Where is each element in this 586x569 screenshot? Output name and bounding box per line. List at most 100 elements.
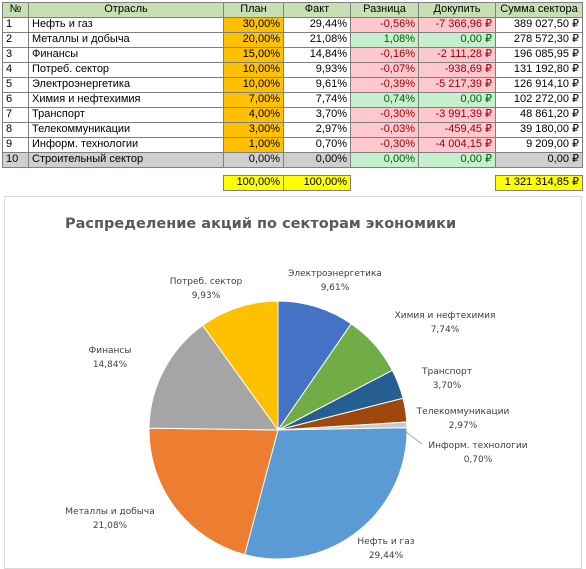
table-cell: 278 572,30 ₽ <box>495 32 583 48</box>
table-cell: 7,74% <box>283 92 351 108</box>
value-label: 21,08% <box>93 521 128 531</box>
table-cell: -3 991,39 ₽ <box>418 107 496 123</box>
table-cell: 102 272,00 ₽ <box>495 92 583 108</box>
slice-label: Химия и нефтехимия <box>395 311 496 321</box>
value-label: 9,61% <box>321 283 350 293</box>
table-cell: 48 861,20 ₽ <box>495 107 583 123</box>
table-cell: 131 192,80 ₽ <box>495 62 583 78</box>
table-cell: 0,00% <box>223 152 284 168</box>
table-cell: -0,16% <box>350 47 419 63</box>
table-cell: 21,08% <box>283 32 351 48</box>
total-cell: 1 321 314,85 ₽ <box>495 175 583 191</box>
table-cell: 0,00 ₽ <box>418 32 496 48</box>
table-cell: 3 <box>2 47 29 63</box>
slice-label: Телекоммуникации <box>416 407 510 417</box>
value-label: 0,70% <box>464 455 493 465</box>
header-cell: Отрасль <box>28 2 224 18</box>
value-label: 14,84% <box>93 360 128 370</box>
table-cell: 196 085,95 ₽ <box>495 47 583 63</box>
pie-slice <box>148 324 279 431</box>
chart-title: Распределение акций по секторам экономик… <box>65 216 456 232</box>
table-cell: Электроэнергетика <box>28 77 224 93</box>
table-cell: Металлы и добыча <box>28 32 224 48</box>
slice-label: Нефть и газ <box>357 537 414 547</box>
value-label: 3,70% <box>433 381 462 391</box>
table-cell: -0,07% <box>350 62 419 78</box>
table-cell: 7,00% <box>223 92 284 108</box>
table-cell: -5 217,39 ₽ <box>418 77 496 93</box>
pie-slice <box>148 427 279 556</box>
table-cell: -0,56% <box>350 17 419 33</box>
table-cell: 1,08% <box>350 32 419 48</box>
table-cell: -0,30% <box>350 137 419 153</box>
pie-slice <box>201 300 279 432</box>
slice-label: Электроэнергетика <box>288 269 382 279</box>
value-label: 9,93% <box>192 291 221 301</box>
table-cell: 15,00% <box>223 47 284 63</box>
table-cell: Информ. технологии <box>28 137 224 153</box>
table-cell: 6 <box>2 92 29 108</box>
table-cell: 0,70% <box>283 137 351 153</box>
header-cell: № <box>2 2 29 18</box>
table-cell: 9 209,00 ₽ <box>495 137 583 153</box>
table-cell: 0,00% <box>283 152 351 168</box>
table-cell: Химия и нефтехимия <box>28 92 224 108</box>
table-cell: Финансы <box>28 47 224 63</box>
table-cell: 126 914,10 ₽ <box>495 77 583 93</box>
table-cell: 10 <box>2 152 29 168</box>
table-cell: 2,97% <box>283 122 351 138</box>
table-cell: 3,00% <box>223 122 284 138</box>
table-cell: Строительный сектор <box>28 152 224 168</box>
table-cell: 3,70% <box>283 107 351 123</box>
value-label: 2,97% <box>449 421 478 431</box>
value-label: 7,74% <box>431 325 460 335</box>
table-cell: -7 366,96 ₽ <box>418 17 496 33</box>
table-cell: 10,00% <box>223 62 284 78</box>
table-cell: 389 027,50 ₽ <box>495 17 583 33</box>
table-cell: 0,00% <box>350 152 419 168</box>
slice-label: Потреб. сектор <box>170 277 243 287</box>
table-cell: 1 <box>2 17 29 33</box>
table-cell: 20,00% <box>223 32 284 48</box>
table-cell: 0,00 ₽ <box>495 152 583 168</box>
table-cell: -4 004,15 ₽ <box>418 137 496 153</box>
table-cell: 29,44% <box>283 17 351 33</box>
table-cell: 39 180,00 ₽ <box>495 122 583 138</box>
slice-label: Финансы <box>89 346 132 356</box>
table-cell: 30,00% <box>223 17 284 33</box>
slice-label: Информ. технологии <box>428 441 527 451</box>
chart: Распределение акций по секторам экономик… <box>4 196 582 569</box>
table-cell: 7 <box>2 107 29 123</box>
table-cell: 4 <box>2 62 29 78</box>
table-cell: Нефть и газ <box>28 17 224 33</box>
header-cell: План <box>223 2 284 18</box>
table-cell: -938,69 ₽ <box>418 62 496 78</box>
header-cell: Докупить <box>418 2 496 18</box>
table-cell: Телекоммуникации <box>28 122 224 138</box>
table-cell: Потреб. сектор <box>28 62 224 78</box>
table-cell: 0,00 ₽ <box>418 92 496 108</box>
table-cell: 14,84% <box>283 47 351 63</box>
table-cell: 0,74% <box>350 92 419 108</box>
total-cell: 100,00% <box>283 175 351 191</box>
slice-label: Металлы и добыча <box>65 507 154 517</box>
total-cell: 100,00% <box>223 175 284 191</box>
slice-label: Транспорт <box>421 367 472 377</box>
table-cell: 9,93% <box>283 62 351 78</box>
table-cell: -0,03% <box>350 122 419 138</box>
table-cell: 0,00 ₽ <box>418 152 496 168</box>
header-cell: Факт <box>283 2 351 18</box>
table-cell: 9 <box>2 137 29 153</box>
table-cell: 9,61% <box>283 77 351 93</box>
table-cell: 5 <box>2 77 29 93</box>
table-cell: 8 <box>2 122 29 138</box>
table-cell: -459,45 ₽ <box>418 122 496 138</box>
table-cell: 2 <box>2 32 29 48</box>
pie-slice <box>244 427 408 560</box>
header-cell: Разница <box>350 2 419 18</box>
leader-line <box>405 431 423 445</box>
table-cell: -0,30% <box>350 107 419 123</box>
table-cell: Транспорт <box>28 107 224 123</box>
value-label: 29,44% <box>369 551 404 561</box>
